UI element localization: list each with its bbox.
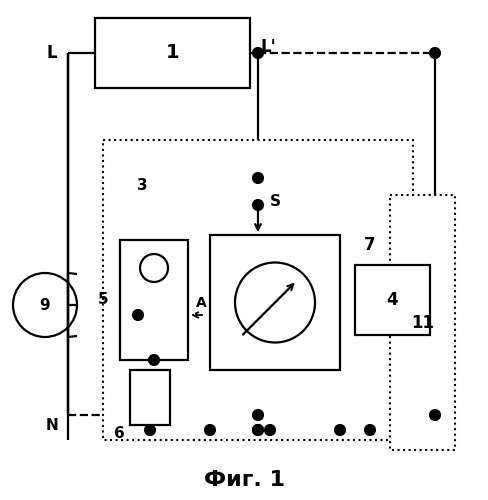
Circle shape [252, 48, 263, 58]
Bar [95, 18, 249, 88]
Circle shape [364, 424, 375, 436]
Circle shape [429, 48, 440, 58]
Text: 3: 3 [137, 178, 148, 192]
Circle shape [334, 424, 345, 436]
Circle shape [264, 424, 275, 436]
Circle shape [144, 424, 155, 436]
Circle shape [252, 424, 263, 436]
Text: S: S [269, 194, 281, 210]
Text: 1: 1 [165, 44, 179, 62]
Bar [354, 265, 429, 335]
Circle shape [252, 200, 263, 210]
Text: 7: 7 [364, 236, 375, 254]
Text: 6: 6 [114, 426, 125, 440]
Text: A: A [196, 296, 206, 310]
Circle shape [132, 310, 143, 320]
Bar [103, 140, 412, 440]
Bar [209, 235, 339, 370]
Bar [120, 240, 187, 360]
Circle shape [252, 172, 263, 184]
Text: L: L [46, 44, 57, 62]
Bar [130, 370, 170, 425]
Circle shape [148, 354, 159, 366]
Circle shape [252, 410, 263, 420]
Text: Фиг. 1: Фиг. 1 [203, 470, 284, 490]
Text: 5: 5 [97, 292, 108, 308]
Text: 4: 4 [386, 291, 398, 309]
Text: 11: 11 [410, 314, 433, 332]
Text: L': L' [260, 38, 275, 56]
Text: N: N [45, 418, 58, 432]
Circle shape [204, 424, 215, 436]
Bar [389, 195, 454, 450]
Text: 9: 9 [40, 298, 50, 312]
Circle shape [429, 410, 440, 420]
Circle shape [252, 424, 263, 436]
